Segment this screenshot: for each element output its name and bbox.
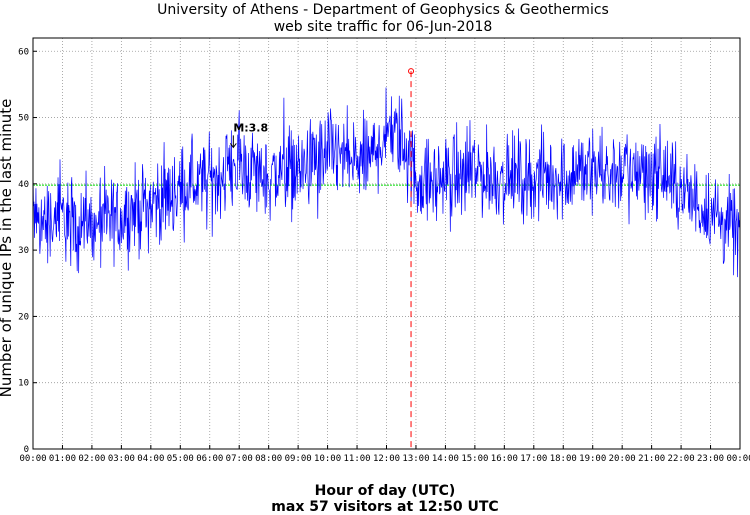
grid	[33, 38, 740, 449]
x-tick-label: 04:00	[137, 454, 164, 464]
x-tick-label: 16:00	[491, 454, 518, 464]
x-tick-label: 18:00	[550, 454, 577, 464]
y-tick-label: 30	[18, 246, 29, 256]
x-tick-label: 21:00	[638, 454, 665, 464]
x-tick-label: 14:00	[432, 454, 459, 464]
y-tick-label: 50	[18, 114, 29, 124]
y-tick-label: 60	[18, 47, 29, 57]
annotation-arrowhead	[229, 143, 237, 149]
y-tick-label: 40	[18, 180, 29, 190]
x-tick-label: 19:00	[579, 454, 606, 464]
y-tick-label: 0	[24, 445, 29, 455]
x-axis-label: Hour of day (UTC)	[315, 483, 456, 499]
x-tick-label: 01:00	[49, 454, 76, 464]
x-tick-label: 02:00	[78, 454, 105, 464]
x-tick-label: 00:00	[726, 454, 750, 464]
x-tick-label: 13:00	[402, 454, 429, 464]
x-tick-label: 07:00	[226, 454, 253, 464]
x-tick-label: 17:00	[520, 454, 547, 464]
annotation: M:3.8	[229, 121, 268, 149]
traffic-series-line	[32, 87, 741, 278]
chart-title-line2: web site traffic for 06-Jun-2018	[274, 19, 493, 35]
x-tick-label: 00:00	[19, 454, 46, 464]
x-tick-label: 08:00	[255, 454, 282, 464]
max-layer	[408, 68, 415, 449]
x-tick-label: 11:00	[343, 454, 370, 464]
x-tick-label: 10:00	[314, 454, 341, 464]
max-marker-point	[408, 68, 415, 75]
x-tick-label: 03:00	[108, 454, 135, 464]
y-tick-label: 20	[18, 312, 29, 322]
ticks: 00:00 01:00 02:00 03:00 04:00 05:00 06:00 07:00…	[18, 47, 750, 464]
x-tick-label: 15:00	[461, 454, 488, 464]
x-tick-label: 05:00	[167, 454, 194, 464]
x-tick-label: 09:00	[285, 454, 312, 464]
x-tick-label: 23:00	[697, 454, 724, 464]
x-tick-label: 12:00	[373, 454, 400, 464]
series-layer	[32, 87, 741, 278]
chart-subtitle: max 57 visitors at 12:50 UTC	[271, 499, 498, 515]
x-tick-label: 06:00	[196, 454, 223, 464]
x-tick-label: 22:00	[668, 454, 695, 464]
x-tick-label: 20:00	[609, 454, 636, 464]
y-axis-label: Number of unique IPs in the last minute	[0, 99, 15, 398]
chart-title-line1: University of Athens - Department of Geo…	[157, 2, 609, 18]
y-tick-label: 10	[18, 379, 29, 389]
annotation-label: M:3.8	[233, 121, 268, 134]
